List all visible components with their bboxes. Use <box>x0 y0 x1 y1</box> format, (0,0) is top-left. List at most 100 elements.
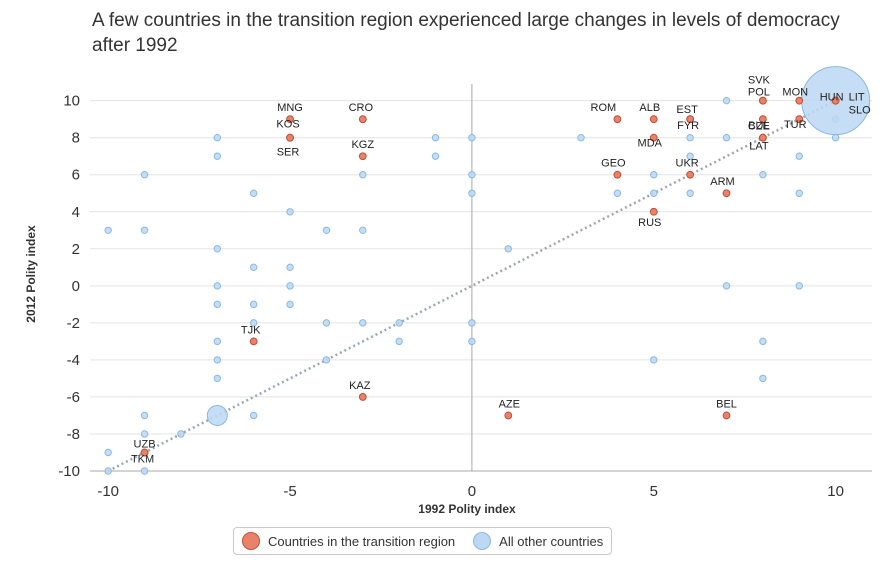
data-point-other <box>831 133 840 142</box>
data-point-other <box>249 319 258 327</box>
data-point-other <box>577 133 585 142</box>
point-label: EST <box>676 104 698 116</box>
data-point-other <box>286 282 294 290</box>
data-point-other <box>722 282 731 290</box>
legend: Countries in the transition region All o… <box>233 527 613 555</box>
point-label: SLO <box>849 105 871 117</box>
data-point-other <box>213 133 222 142</box>
data-point-other <box>795 189 803 197</box>
point-label: TUR <box>784 119 807 131</box>
data-point-transition <box>358 393 367 401</box>
data-point-other <box>213 374 222 383</box>
data-point-other <box>213 337 222 346</box>
reference-diagonal <box>107 99 837 473</box>
data-point-transition <box>649 207 658 216</box>
data-point-other <box>613 189 622 197</box>
data-point-other <box>686 152 694 160</box>
data-point-transition <box>722 411 731 420</box>
data-point-transition <box>504 411 513 420</box>
data-point-other <box>795 282 803 290</box>
data-point-other <box>431 133 440 142</box>
data-point-other <box>249 300 258 309</box>
point-label: GEO <box>601 158 626 170</box>
data-point-other <box>759 171 767 179</box>
y-tick-label: 10 <box>63 93 80 110</box>
point-label: KOS <box>276 119 299 131</box>
point-label: ROM <box>591 102 617 114</box>
point-label: MNG <box>277 102 303 114</box>
point-label: HUN <box>820 92 844 104</box>
data-point-other <box>468 337 476 346</box>
data-point-other <box>213 282 222 290</box>
legend-item-other: All other countries <box>473 532 603 550</box>
data-point-other <box>286 208 294 216</box>
y-tick-label: 4 <box>72 204 80 221</box>
data-point-other <box>322 226 331 234</box>
point-labels: MNG KOS SER CRO KGZ TJK KAZ UZB TKM AZE BEL ALB MDA R… <box>131 75 871 466</box>
data-point-transition <box>249 337 258 346</box>
point-label: MDA <box>638 138 663 150</box>
point-label: LAT <box>749 141 769 153</box>
data-point-other <box>140 171 149 179</box>
chart-title: A few countries in the transition region… <box>92 10 840 56</box>
data-point-transition <box>686 170 695 179</box>
data-point-other <box>359 226 367 234</box>
data-point-other <box>759 374 767 383</box>
data-point-other <box>468 319 476 327</box>
data-point-other <box>140 411 149 420</box>
data-point-transition <box>140 448 149 457</box>
point-label: KAZ <box>349 380 371 392</box>
data-point-other <box>177 430 185 438</box>
data-point-transition <box>758 115 767 124</box>
data-point-other <box>795 152 803 160</box>
diagonal-line <box>107 99 837 473</box>
legend-label-other: All other countries <box>499 533 604 549</box>
data-point-other <box>249 189 258 197</box>
data-point-transition <box>686 115 695 124</box>
y-tick-label: 6 <box>72 167 80 184</box>
y-tick-label: 0 <box>72 278 80 295</box>
data-point-transition <box>795 115 804 124</box>
data-point-other <box>686 133 694 142</box>
data-point-other <box>359 319 367 327</box>
data-point-other <box>431 152 440 160</box>
data-point-other <box>759 337 767 346</box>
data-point-transition <box>613 170 622 179</box>
point-label: BUL <box>748 120 769 132</box>
y-tick-label: 2 <box>72 241 80 258</box>
data-point-other <box>104 448 112 457</box>
point-label: TKM <box>131 453 154 465</box>
data-point-transition <box>758 133 767 142</box>
data-point-other <box>395 337 403 346</box>
data-point-transition <box>286 115 294 124</box>
x-axis-title: 1992 Polity index <box>418 502 516 516</box>
point-label: ARM <box>710 176 734 188</box>
data-point-transition <box>613 115 622 124</box>
point-label: LIT <box>849 92 865 104</box>
y-tick-label: -10 <box>58 463 80 480</box>
data-point-other <box>286 300 294 309</box>
point-label: RUS <box>638 217 661 229</box>
data-point-other <box>686 189 694 197</box>
point-label: TJK <box>241 324 261 336</box>
data-point-transition <box>358 115 367 124</box>
data-point-other <box>650 171 658 179</box>
data-point-other <box>249 263 258 272</box>
point-label: UZB <box>134 438 156 450</box>
data-point-other <box>359 171 367 179</box>
x-tick-label: 10 <box>827 483 844 500</box>
data-point-other <box>249 411 258 420</box>
data-point-other <box>104 226 112 234</box>
legend-swatch-other <box>473 532 492 550</box>
data-point-other <box>213 245 222 253</box>
data-point-other <box>140 226 149 234</box>
transition-countries-points <box>140 96 840 457</box>
legend-item-transition: Countries in the transition region <box>242 532 455 550</box>
point-label: AZE <box>499 398 520 410</box>
data-point-transition <box>795 96 804 105</box>
data-point-transition <box>286 133 294 142</box>
data-point-transition <box>358 152 367 161</box>
point-label: MON <box>782 87 808 99</box>
data-point-other <box>650 189 658 197</box>
